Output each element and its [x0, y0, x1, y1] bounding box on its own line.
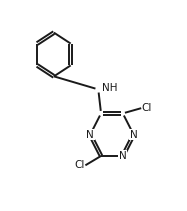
Text: Cl: Cl	[142, 103, 152, 113]
Text: N: N	[119, 151, 127, 161]
Text: N: N	[130, 130, 137, 140]
Text: Cl: Cl	[75, 160, 85, 170]
Text: NH: NH	[102, 83, 117, 93]
Text: N: N	[86, 130, 94, 140]
